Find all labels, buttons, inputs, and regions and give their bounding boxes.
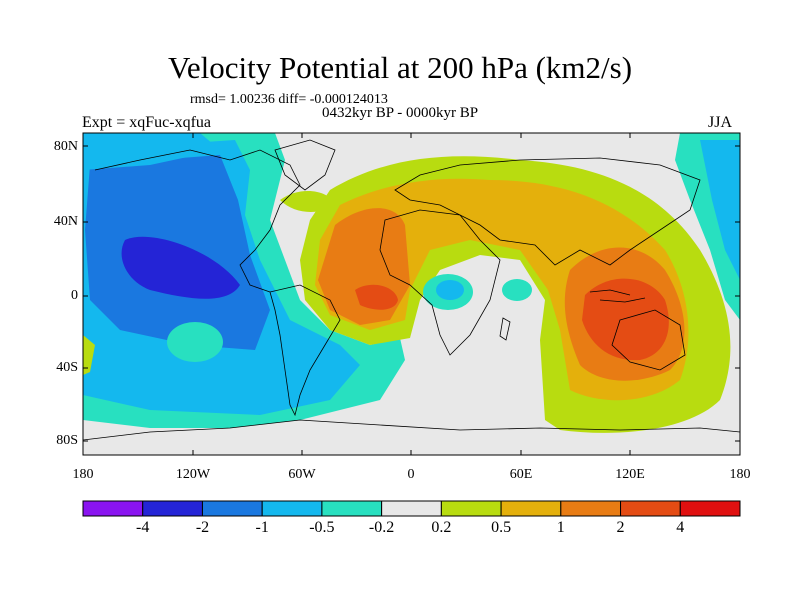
coast-indonesia [589,289,646,303]
lon-label-180e: 180 [729,467,751,482]
stats-label: rmsd= 1.00236 diff= -0.000124013 [190,92,388,107]
lat-label-80n: 80N [53,139,78,154]
contour-neg-2 [121,236,240,299]
lon-label-0: 0 [407,467,415,482]
plot-title: Velocity Potential at 200 hPa (km2/s) [167,50,633,85]
colorbar-label: 0.2 [431,519,452,536]
colorbar-label: -2 [195,519,210,536]
period-label: 0432kyr BP - 0000kyr BP [322,105,479,121]
lon-label-60w: 60W [288,467,316,482]
coast-north-america [94,149,301,293]
colorbar-label: 0.5 [491,519,512,536]
lat-ticks [83,145,740,442]
contour-africa-neg-c [502,279,532,301]
colorbar-label: 2 [616,519,625,536]
coast-madagascar [499,317,511,341]
colorbar-label: 4 [676,519,685,536]
colorbar-swatch-9 [620,500,681,517]
season-label: JJA [708,114,733,131]
lat-label-40s: 40S [56,360,78,375]
coast-greenland [274,139,336,191]
coast-antarctica [83,419,740,441]
contour-africa-neg-b [436,280,464,300]
contour-neg-east-inner [700,140,740,280]
lat-label-40n: 40N [53,214,78,229]
colorbar-swatch-2 [201,500,263,517]
contour-pos-2-west [355,284,398,310]
contour-left-edge-pos [83,335,95,375]
colorbar-swatch-7 [500,500,562,517]
lon-label-120w: 120W [175,467,211,482]
coast-south-america [269,284,341,417]
colorbar-label: -0.5 [309,519,335,536]
colorbar-swatch-6 [440,500,502,517]
coast-africa [379,209,501,356]
colorbar-swatch-4 [321,500,383,517]
colorbar-label: 1 [556,519,565,536]
contour-pos-0p2-small [280,190,335,212]
lat-label-0: 0 [71,288,78,303]
contour-pos-2-east [582,278,669,361]
contour-south-atlantic-neutral [429,326,520,380]
colorbar-label: -1 [255,519,269,536]
coast-eurasia [394,157,701,266]
contour-neg-pacific-light [167,322,223,362]
contour-field [83,133,740,455]
lon-label-180w: 180 [72,467,94,482]
colorbar-swatch-10 [679,500,741,517]
lon-ticks [192,133,631,455]
colorbar-label: -0.2 [368,519,395,536]
contour-arctic-cyan [83,133,220,170]
colorbar-swatch-1 [142,500,203,517]
coastlines [83,139,740,441]
colorbar [82,500,741,517]
colorbar-swatch-3 [261,500,323,517]
lon-label-120e: 120E [615,467,645,482]
colorbar-label: -4 [136,519,150,536]
experiment-label: Expt = xqFuc-xqfua [82,114,211,131]
coast-australia [611,309,686,371]
lon-label-60e: 60E [509,467,533,482]
colorbar-swatch-5 [381,500,442,517]
colorbar-swatch-0 [82,500,144,517]
lat-label-80s: 80S [56,433,78,448]
colorbar-swatch-8 [560,500,622,517]
